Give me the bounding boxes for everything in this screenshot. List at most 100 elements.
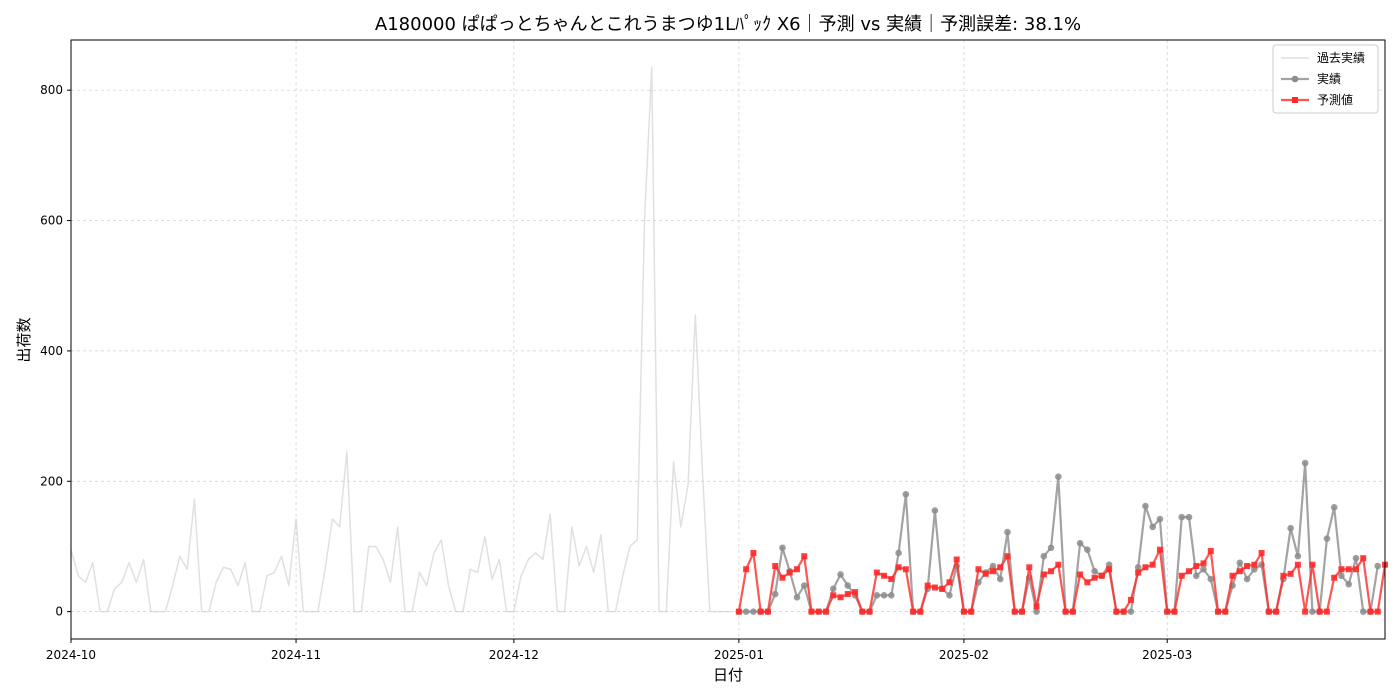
data-point bbox=[837, 571, 844, 578]
data-point bbox=[1323, 608, 1330, 615]
data-point bbox=[996, 575, 1004, 583]
data-point bbox=[1302, 608, 1309, 615]
y-tick-label: 800 bbox=[40, 83, 63, 97]
data-point bbox=[1164, 608, 1171, 615]
data-point bbox=[1331, 574, 1338, 581]
data-point bbox=[793, 593, 801, 601]
data-point bbox=[888, 576, 895, 583]
data-point bbox=[1076, 539, 1084, 547]
data-point bbox=[800, 582, 808, 589]
data-point bbox=[1273, 608, 1280, 615]
data-point bbox=[1084, 579, 1091, 586]
data-point bbox=[989, 568, 996, 575]
data-point bbox=[779, 544, 786, 552]
legend-entry: 実績 bbox=[1281, 71, 1341, 86]
data-point bbox=[1091, 567, 1098, 575]
data-point bbox=[1265, 608, 1272, 615]
data-point bbox=[1207, 575, 1215, 583]
data-point bbox=[946, 579, 953, 586]
series-layer bbox=[70, 66, 1388, 615]
data-point bbox=[982, 570, 989, 577]
data-point bbox=[808, 608, 815, 615]
x-tick-label: 2024-11 bbox=[271, 648, 321, 662]
x-tick-label: 2025-03 bbox=[1142, 648, 1192, 662]
data-point bbox=[1323, 535, 1331, 542]
data-point bbox=[1229, 572, 1236, 579]
data-point bbox=[786, 569, 793, 576]
legend-marker bbox=[1292, 97, 1298, 103]
data-point bbox=[779, 574, 786, 581]
data-point bbox=[895, 549, 902, 557]
data-point bbox=[1055, 561, 1062, 568]
data-point bbox=[1113, 608, 1120, 615]
data-point bbox=[1004, 528, 1011, 536]
legend-label: 実績 bbox=[1317, 71, 1341, 86]
data-point bbox=[859, 608, 866, 615]
data-point bbox=[1185, 568, 1192, 575]
data-point bbox=[830, 592, 837, 599]
x-tick-label: 2025-02 bbox=[939, 648, 989, 662]
data-point bbox=[1098, 572, 1105, 579]
data-point bbox=[1156, 546, 1163, 553]
data-point bbox=[1178, 572, 1185, 579]
y-tick-label: 0 bbox=[55, 605, 63, 619]
data-point bbox=[1236, 559, 1244, 567]
data-point bbox=[873, 569, 880, 576]
data-point bbox=[997, 564, 1004, 571]
data-point bbox=[1091, 574, 1098, 581]
data-point bbox=[1019, 608, 1026, 615]
data-point bbox=[735, 608, 742, 615]
data-point bbox=[1222, 608, 1229, 615]
data-point bbox=[1106, 566, 1113, 573]
data-point bbox=[1294, 561, 1301, 568]
data-point bbox=[1243, 575, 1251, 583]
y-axis-title: 出荷数 bbox=[15, 317, 33, 362]
data-point bbox=[1135, 569, 1142, 576]
data-point bbox=[1359, 608, 1367, 615]
data-point bbox=[1185, 513, 1193, 521]
data-point bbox=[1352, 554, 1360, 562]
data-point bbox=[1236, 568, 1243, 575]
data-point bbox=[1294, 552, 1302, 560]
legend-marker bbox=[1291, 75, 1299, 83]
x-tick-label: 2024-12 bbox=[489, 648, 539, 662]
data-point bbox=[1374, 608, 1381, 615]
data-point bbox=[953, 556, 960, 563]
data-point bbox=[1077, 571, 1084, 578]
data-point bbox=[815, 608, 822, 615]
data-point bbox=[1193, 562, 1200, 569]
data-point bbox=[1120, 608, 1127, 615]
data-point bbox=[1055, 473, 1062, 481]
data-point bbox=[852, 589, 859, 596]
data-point bbox=[1127, 608, 1135, 615]
series-0 bbox=[70, 66, 732, 613]
data-point bbox=[1345, 566, 1352, 573]
x-tick-label: 2024-10 bbox=[46, 648, 96, 662]
data-point bbox=[880, 592, 888, 599]
data-point bbox=[757, 608, 764, 615]
y-tick-label: 400 bbox=[40, 344, 63, 358]
legend-entry: 予測値 bbox=[1281, 92, 1353, 107]
data-point bbox=[902, 566, 909, 573]
data-point bbox=[917, 608, 924, 615]
data-point bbox=[1026, 564, 1033, 571]
data-point bbox=[931, 584, 938, 591]
data-point bbox=[888, 592, 895, 599]
data-point bbox=[902, 491, 910, 498]
data-point bbox=[1374, 562, 1382, 570]
x-axis-title: 日付 bbox=[713, 666, 743, 684]
data-point bbox=[1084, 546, 1091, 554]
data-point bbox=[1352, 566, 1359, 573]
legend-label: 過去実績 bbox=[1317, 50, 1365, 65]
data-point bbox=[1149, 523, 1156, 531]
data-point bbox=[1280, 572, 1287, 579]
data-point bbox=[772, 562, 779, 569]
chart-title: A180000 ぱぱっとちゃんとこれうまつゆ1Lﾊﾟｯｸ X6｜予測 vs 実績… bbox=[375, 14, 1081, 35]
series-1 bbox=[735, 459, 1382, 615]
data-point bbox=[1047, 544, 1055, 552]
data-point bbox=[881, 572, 888, 579]
x-tick-label: 2025-01 bbox=[714, 648, 764, 662]
